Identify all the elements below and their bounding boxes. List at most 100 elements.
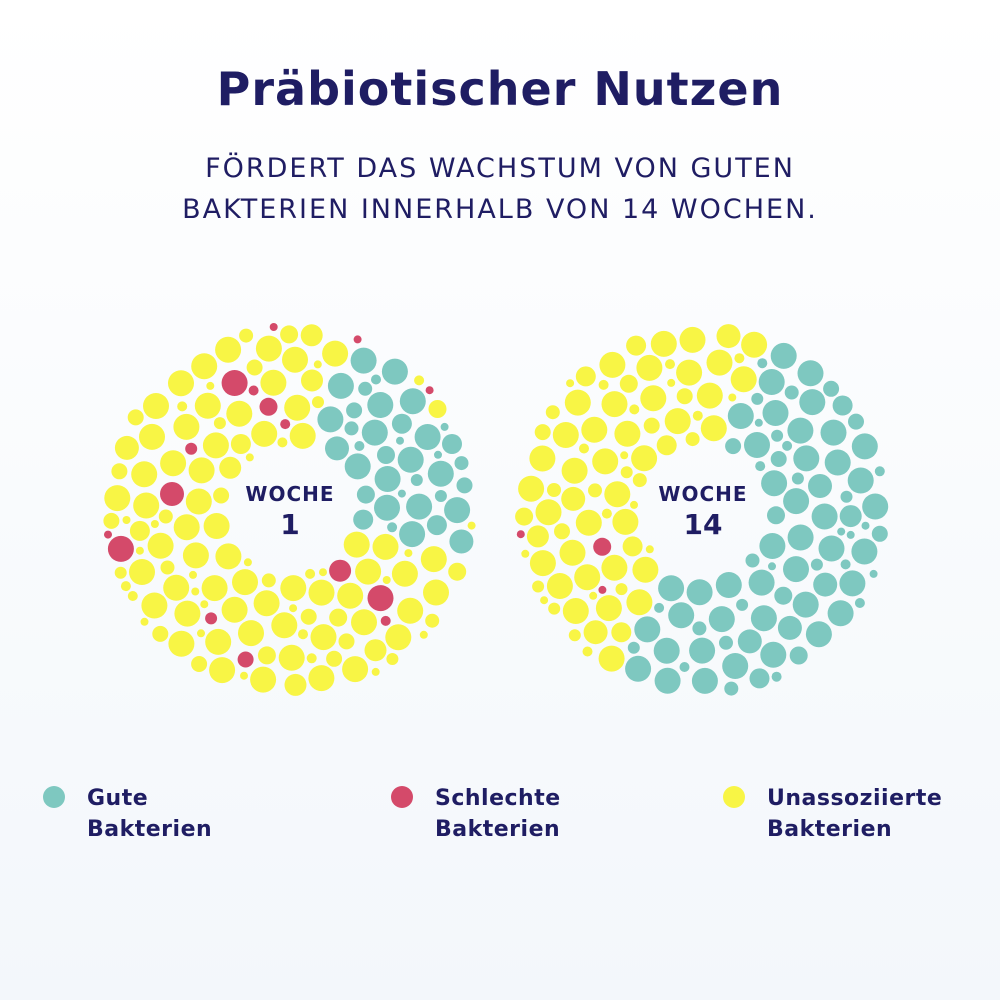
unassociated-bacteria-circle xyxy=(103,512,120,529)
unassociated-bacteria-circle xyxy=(257,646,276,665)
unassociated-bacteria-circle xyxy=(579,443,589,454)
subtitle-line-2: BAKTERIEN INNERHALB VON 14 WOCHEN. xyxy=(182,194,818,225)
unassociated-bacteria-circle xyxy=(419,630,428,639)
unassociated-bacteria-circle xyxy=(213,487,230,504)
unassociated-bacteria-circle xyxy=(120,581,131,592)
unassociated-bacteria-circle xyxy=(127,591,138,601)
unassociated-bacteria-circle xyxy=(599,351,626,378)
unassociated-bacteria-circle xyxy=(168,370,194,397)
good-bacteria-circle xyxy=(442,434,462,454)
unassociated-bacteria-circle xyxy=(140,617,149,626)
unassociated-bacteria-circle xyxy=(243,558,252,567)
unassociated-bacteria-circle xyxy=(598,379,609,390)
unassociated-bacteria-circle xyxy=(548,602,561,615)
good-bacteria-circle xyxy=(387,522,398,533)
unassociated-bacteria-circle xyxy=(532,580,545,593)
unassociated-bacteria-circle xyxy=(620,466,633,479)
bad-bacteria-dot-icon xyxy=(391,786,413,808)
bad-bacteria-circle xyxy=(367,585,394,612)
good-bacteria-circle xyxy=(793,445,820,472)
good-bacteria-circle xyxy=(839,570,866,597)
unassociated-bacteria-circle xyxy=(133,492,160,519)
unassociated-bacteria-circle xyxy=(364,639,387,662)
unassociated-bacteria-dot-icon xyxy=(723,786,745,808)
good-bacteria-circle xyxy=(768,562,776,571)
good-bacteria-circle xyxy=(692,621,707,636)
good-bacteria-circle xyxy=(391,413,412,434)
unassociated-bacteria-circle xyxy=(298,629,308,640)
unassociated-bacteria-circle xyxy=(261,573,276,588)
unassociated-bacteria-circle xyxy=(612,508,639,535)
unassociated-bacteria-circle xyxy=(574,564,601,591)
unassociated-bacteria-circle xyxy=(329,608,348,627)
good-bacteria-circle xyxy=(787,417,814,444)
unassociated-bacteria-circle xyxy=(191,587,200,596)
good-bacteria-circle xyxy=(871,525,888,542)
good-bacteria-circle xyxy=(414,424,441,450)
unassociated-bacteria-circle xyxy=(622,536,643,557)
unassociated-bacteria-circle xyxy=(734,353,745,364)
unassociated-bacteria-circle xyxy=(643,417,660,434)
good-bacteria-circle xyxy=(777,615,802,640)
unassociated-bacteria-circle xyxy=(425,613,440,628)
good-bacteria-circle xyxy=(789,646,808,665)
unassociated-bacteria-circle xyxy=(308,665,335,692)
good-bacteria-circle xyxy=(745,553,760,568)
unassociated-bacteria-circle xyxy=(615,583,628,596)
unassociated-bacteria-circle xyxy=(209,657,236,684)
good-bacteria-circle xyxy=(840,559,851,570)
good-bacteria-circle xyxy=(627,641,640,654)
unassociated-bacteria-circle xyxy=(163,574,190,601)
good-bacteria-circle xyxy=(787,524,814,551)
unassociated-bacteria-circle xyxy=(614,420,641,447)
good-bacteria-circle xyxy=(799,389,826,416)
unassociated-bacteria-circle xyxy=(515,507,534,526)
unassociated-bacteria-circle xyxy=(271,612,298,639)
good-bacteria-circle xyxy=(854,598,865,608)
good-bacteria-circle xyxy=(353,509,374,530)
bad-bacteria-circle xyxy=(248,385,259,396)
good-bacteria-circle xyxy=(748,569,775,596)
unassociated-bacteria-circle xyxy=(581,416,608,443)
unassociated-bacteria-circle xyxy=(251,420,278,447)
unassociated-bacteria-circle xyxy=(561,486,586,511)
good-bacteria-circle xyxy=(770,342,797,369)
good-bacteria-circle xyxy=(823,380,840,397)
subtitle: FÖRDERT DAS WACHSTUM VON GUTEN BAKTERIEN… xyxy=(0,148,1000,230)
unassociated-bacteria-circle xyxy=(588,483,602,498)
unassociated-bacteria-circle xyxy=(741,331,768,358)
good-bacteria-circle xyxy=(397,446,424,473)
unassociated-bacteria-circle xyxy=(147,532,174,559)
legend-line: Gute xyxy=(87,786,149,811)
unassociated-bacteria-circle xyxy=(467,521,476,530)
good-bacteria-circle xyxy=(350,347,377,374)
unassociated-bacteria-circle xyxy=(564,389,591,416)
unassociated-bacteria-circle xyxy=(568,629,581,642)
unassociated-bacteria-circle xyxy=(382,576,391,584)
legend-unassociated-bacteria: Unassoziierte Bakterien xyxy=(723,783,942,845)
unassociated-bacteria-circle xyxy=(246,359,263,376)
unassociated-bacteria-circle xyxy=(326,650,343,667)
good-bacteria-circle xyxy=(722,653,749,679)
unassociated-bacteria-circle xyxy=(230,434,251,454)
unassociated-bacteria-circle xyxy=(561,457,588,484)
good-bacteria-circle xyxy=(727,403,754,429)
good-bacteria-circle xyxy=(811,503,838,530)
unassociated-bacteria-circle xyxy=(185,488,212,515)
unassociated-bacteria-circle xyxy=(529,445,556,472)
good-bacteria-circle xyxy=(367,392,394,418)
unassociated-bacteria-circle xyxy=(535,499,562,526)
good-bacteria-circle xyxy=(813,572,838,597)
good-bacteria-circle xyxy=(770,451,787,467)
unassociated-bacteria-circle xyxy=(716,324,741,349)
unassociated-bacteria-circle xyxy=(308,579,335,606)
unassociated-bacteria-circle xyxy=(284,673,307,696)
unassociated-bacteria-circle xyxy=(300,608,317,625)
good-bacteria-circle xyxy=(839,505,862,528)
good-bacteria-circle xyxy=(862,493,889,520)
unassociated-bacteria-circle xyxy=(301,369,323,392)
legend-line: Bakterien xyxy=(435,817,561,842)
subtitle-line-1: FÖRDERT DAS WACHSTUM VON GUTEN xyxy=(205,153,795,184)
good-bacteria-circle xyxy=(715,572,742,598)
unassociated-bacteria-circle xyxy=(730,366,757,393)
